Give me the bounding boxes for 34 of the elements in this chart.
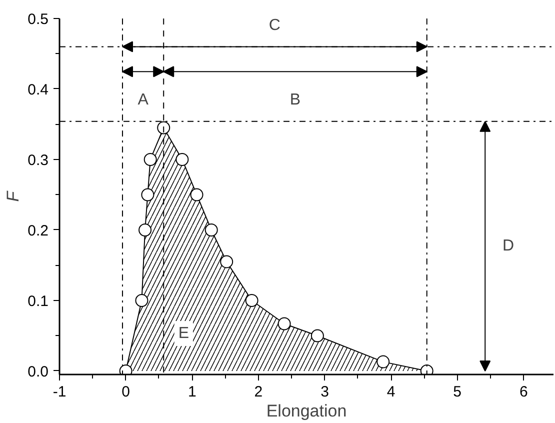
y-tick-label: 0.2 bbox=[28, 222, 49, 240]
point bbox=[278, 317, 291, 330]
x-tick-label: 0 bbox=[122, 384, 130, 400]
annotation: D bbox=[502, 238, 514, 255]
x-axis-title: Elongation bbox=[266, 402, 347, 420]
point bbox=[245, 294, 258, 307]
x-tick-label: 3 bbox=[320, 384, 329, 400]
point bbox=[144, 153, 157, 166]
point bbox=[204, 223, 218, 236]
annotation: E bbox=[178, 325, 190, 342]
x-tick-label: 5 bbox=[453, 384, 462, 400]
y-tick-label: 0.4 bbox=[28, 81, 49, 98]
y-tick-label: 0.3 bbox=[28, 152, 49, 169]
x-tick-label: 6 bbox=[519, 384, 528, 400]
point bbox=[376, 355, 390, 368]
x-tick-label: 2 bbox=[254, 384, 263, 400]
x-tick-label: -1 bbox=[52, 384, 66, 400]
point bbox=[176, 153, 189, 166]
y-axis-title: F bbox=[4, 190, 23, 202]
point bbox=[190, 188, 204, 202]
x-tick-label: 1 bbox=[188, 384, 196, 400]
point bbox=[220, 255, 234, 268]
y-tick-label: 0.5 bbox=[28, 11, 49, 28]
y-tick-label: 0.0 bbox=[28, 363, 49, 380]
point bbox=[310, 329, 324, 342]
annotation: C bbox=[268, 16, 280, 34]
y-tick-label: 0.1 bbox=[28, 292, 49, 310]
annotation: A bbox=[138, 92, 149, 109]
point bbox=[138, 223, 152, 236]
point bbox=[141, 188, 154, 202]
point bbox=[135, 294, 148, 307]
point bbox=[157, 121, 170, 134]
annotation: B bbox=[290, 92, 301, 109]
x-tick-label: 4 bbox=[386, 384, 396, 400]
